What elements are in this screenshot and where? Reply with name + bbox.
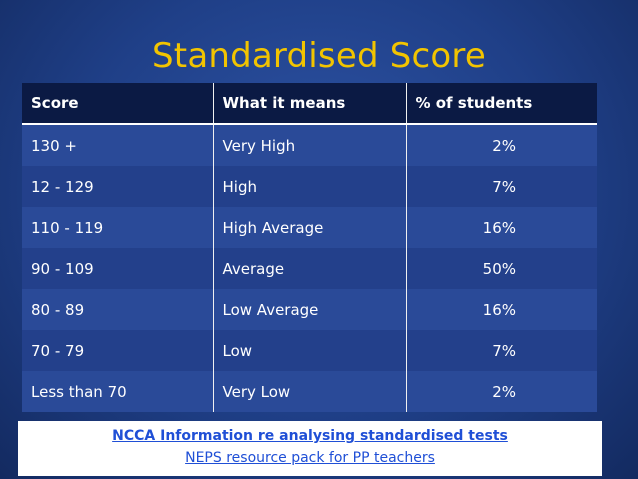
column-header-meaning: What it means (213, 83, 407, 125)
meaning-cell: Low Average (213, 289, 407, 330)
meaning-cell: Very Low (213, 371, 407, 412)
percent-cell: 2% (406, 371, 597, 412)
table-row: Less than 70 Very Low 2% (22, 371, 597, 412)
meaning-cell: Low (213, 330, 407, 371)
score-table: Score What it means % of students 130 + … (22, 83, 597, 412)
percent-cell: 7% (406, 166, 597, 207)
meaning-cell: Very High (213, 124, 407, 166)
table-row: 110 - 119 High Average 16% (22, 207, 597, 248)
score-cell: Less than 70 (22, 371, 214, 412)
table-row: 12 - 129 High 7% (22, 166, 597, 207)
ncca-information-link[interactable]: NCCA Information re analysing standardis… (112, 428, 508, 444)
percent-cell: 16% (406, 289, 597, 330)
percent-cell: 16% (406, 207, 597, 248)
score-cell: 70 - 79 (22, 330, 214, 371)
score-cell: 130 + (22, 124, 214, 166)
neps-resource-link[interactable]: NEPS resource pack for PP teachers (185, 450, 435, 466)
percent-cell: 50% (406, 248, 597, 289)
percent-cell: 2% (406, 124, 597, 166)
page-title: Standardised Score (152, 36, 486, 76)
table-header-row: Score What it means % of students (22, 83, 597, 125)
percent-cell: 7% (406, 330, 597, 371)
meaning-cell: Average (213, 248, 407, 289)
table-row: 130 + Very High 2% (22, 124, 597, 166)
meaning-cell: High Average (213, 207, 407, 248)
column-header-score: Score (22, 83, 214, 125)
table-row: 70 - 79 Low 7% (22, 330, 597, 371)
table-row: 90 - 109 Average 50% (22, 248, 597, 289)
links-panel: NCCA Information re analysing standardis… (18, 421, 602, 476)
score-cell: 90 - 109 (22, 248, 214, 289)
score-cell: 110 - 119 (22, 207, 214, 248)
column-header-percent: % of students (406, 83, 597, 125)
table-row: 80 - 89 Low Average 16% (22, 289, 597, 330)
meaning-cell: High (213, 166, 407, 207)
score-cell: 80 - 89 (22, 289, 214, 330)
score-cell: 12 - 129 (22, 166, 214, 207)
